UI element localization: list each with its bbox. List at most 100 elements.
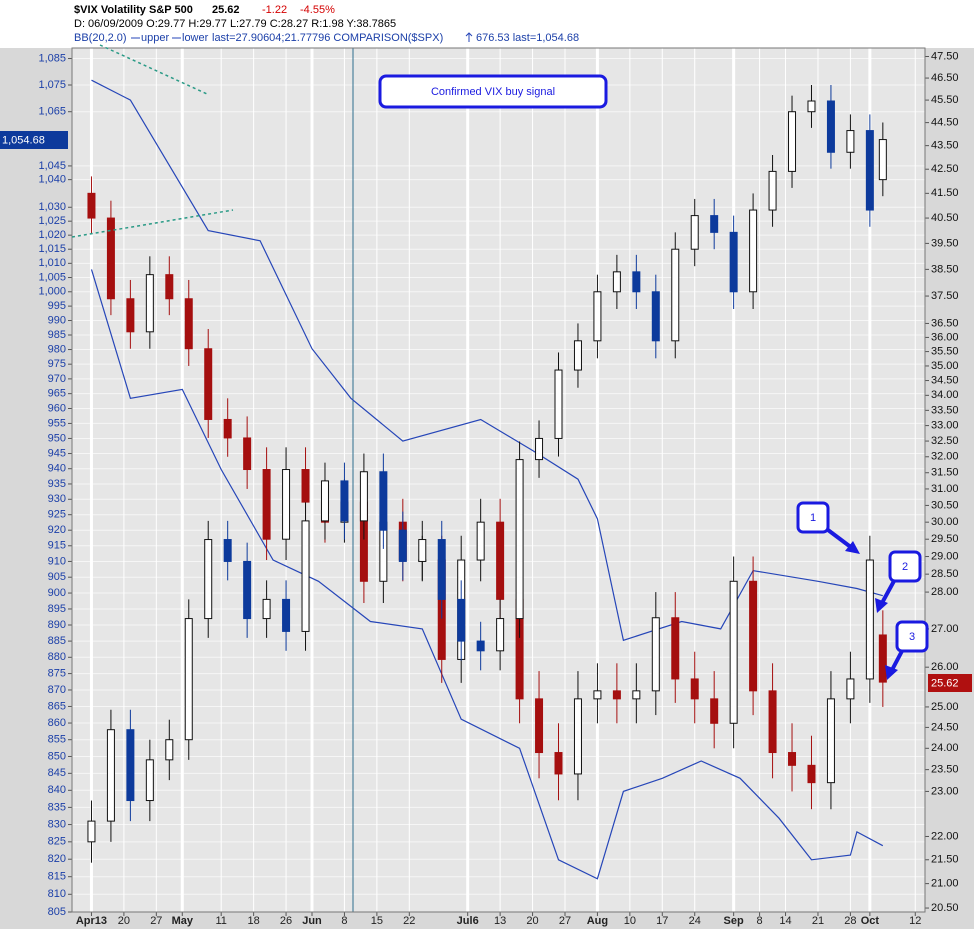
candle-body <box>878 634 887 683</box>
y-tick-label: 28.50 <box>931 568 959 580</box>
y2-tick-label: 1,030 <box>38 201 66 213</box>
y-tick-label: 37.50 <box>931 290 959 302</box>
annotation-arrow <box>890 650 904 671</box>
band-line <box>90 269 884 880</box>
x-tick-label: 27 <box>150 915 162 927</box>
y2-tick-label: 935 <box>48 478 66 490</box>
y-tick-label: 33.00 <box>931 419 959 431</box>
y2-tick-label: 945 <box>48 447 66 459</box>
x-tick-label: 11 <box>215 915 226 927</box>
candle-body <box>710 215 719 233</box>
y-tick-label: 29.00 <box>931 550 959 562</box>
indicator-last: last=27.90604;21.77796 COMPARISON($SPX) <box>212 32 443 44</box>
x-axis-area <box>72 912 925 929</box>
x-tick-label: Jun <box>302 915 322 927</box>
y-tick-label: 20.50 <box>931 902 959 914</box>
y2-tick-label: 815 <box>48 871 66 883</box>
y-tick-label: 45.50 <box>931 94 959 106</box>
x-tick-label: 15 <box>371 915 383 927</box>
y-tick-label: 36.00 <box>931 331 959 343</box>
plot-frame <box>71 47 926 913</box>
y2-tick-label: 870 <box>48 684 66 696</box>
y2-tick-label: 830 <box>48 818 66 830</box>
annotation-box <box>378 74 608 109</box>
y2-tick-label: 900 <box>48 587 66 599</box>
y-tick-label: 40.50 <box>931 212 959 224</box>
band-line <box>91 79 883 642</box>
x-tick-label: Aug <box>587 915 608 927</box>
x-tick-label: 28 <box>844 915 856 927</box>
y2-tick-label: 940 <box>48 463 66 475</box>
candle-body <box>359 471 368 522</box>
x-tick-label: May <box>172 915 194 927</box>
y-tick-label: 23.50 <box>931 764 959 776</box>
y-tick-label: 43.50 <box>931 140 959 152</box>
candle-body <box>457 598 466 642</box>
candle-body <box>243 437 252 471</box>
candle-body <box>165 739 174 761</box>
y2-tick-label: 865 <box>48 700 66 712</box>
comparison-last: 676.53 last=1,054.68 <box>476 32 579 44</box>
annotation-text: 2 <box>902 561 908 573</box>
annotation-arrow-head <box>845 541 860 554</box>
y2-tick-label: 880 <box>48 651 66 663</box>
x-tick-label: 10 <box>624 915 636 927</box>
candle-body <box>145 759 154 802</box>
annotation-text: Confirmed VIX buy signal <box>431 86 555 98</box>
candle-body <box>846 130 855 153</box>
candle-body <box>788 111 797 172</box>
y2-tick-label: 1,040 <box>38 174 66 186</box>
candle-body <box>593 291 602 342</box>
candle-body <box>690 678 699 700</box>
candle-body <box>865 130 874 211</box>
candle-body <box>651 291 660 342</box>
y2-tick-label: 1,010 <box>38 257 66 269</box>
y-tick-label: 27.00 <box>931 623 959 635</box>
y-tick-label: 21.50 <box>931 854 959 866</box>
y-tick-label: 24.50 <box>931 721 959 733</box>
x-tick-label: 26 <box>280 915 292 927</box>
candle-body <box>223 418 232 439</box>
candle-body <box>749 209 758 293</box>
annotation-text: 1 <box>810 512 816 524</box>
candle-body <box>496 618 505 652</box>
plot-area <box>72 48 925 912</box>
y-last-box <box>928 674 972 692</box>
y-tick-label: 23.00 <box>931 785 959 797</box>
y2-tick-label: 1,075 <box>38 79 66 91</box>
y-tick-label: 31.00 <box>931 483 959 495</box>
y2-tick-label: 910 <box>48 555 66 567</box>
candle-body <box>846 678 855 700</box>
candle-body <box>437 539 446 600</box>
x-tick-label: 20 <box>118 915 130 927</box>
annotation-box <box>888 550 922 583</box>
left-axis-area <box>0 48 72 929</box>
y2-tick-label: 1,085 <box>38 52 66 64</box>
y2-tick-label: 860 <box>48 717 66 729</box>
y-tick-label: 30.50 <box>931 499 959 511</box>
x-tick-label: 8 <box>757 915 763 927</box>
y2-tick-label: 955 <box>48 417 66 429</box>
candle-body <box>729 231 738 293</box>
y2-last-label: 1,054.68 <box>2 134 45 146</box>
candle-body <box>729 580 738 724</box>
y2-tick-label: 985 <box>48 329 66 341</box>
y-tick-label: 41.50 <box>931 187 959 199</box>
comparison-icon <box>465 32 473 42</box>
candle-body <box>476 521 485 561</box>
candle-body <box>788 752 797 766</box>
candle-body <box>554 369 563 439</box>
x-tick-label: Jul6 <box>457 915 479 927</box>
y-tick-label: 35.50 <box>931 345 959 357</box>
grid <box>72 48 925 913</box>
y-tick-label: 26.00 <box>931 661 959 673</box>
y-tick-label: 46.50 <box>931 72 959 84</box>
candle-body <box>301 469 310 503</box>
y2-tick-label: 1,020 <box>38 229 66 241</box>
candle-body <box>826 698 835 784</box>
y2-last-box <box>0 131 68 149</box>
y2-tick-label: 820 <box>48 853 66 865</box>
candle-body <box>496 521 505 600</box>
candle-body <box>184 298 193 350</box>
candle-body <box>826 100 835 153</box>
